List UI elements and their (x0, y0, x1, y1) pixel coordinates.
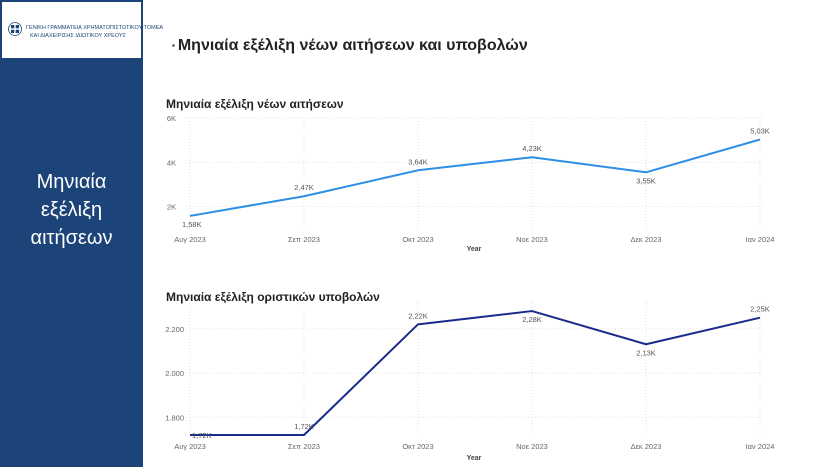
sidebar-title: Μηνιαία εξέλιξη αιτήσεων (0, 168, 143, 252)
data-label: 2,22K (408, 311, 428, 320)
greek-emblem-icon (8, 22, 22, 36)
ministry-logo: ΓΕΝΙΚΗ ΓΡΑΜΜΑΤΕΙΑ ΧΡΗΜΑΤΟΠΙΣΤΩΤΙΚΟΥ ΤΟΜΕ… (2, 2, 163, 58)
sidebar-title-line: αιτήσεων (30, 227, 113, 249)
data-label: 4,23K (522, 144, 542, 153)
data-label: 1,72K (192, 431, 212, 440)
data-label: 2,47K (294, 183, 314, 192)
sidebar-title-line: Μηνιαία (36, 171, 107, 193)
y-tick-label: 1.800 (165, 413, 184, 422)
y-tick-label: 4K (167, 158, 176, 167)
sidebar: ΓΕΝΙΚΗ ΓΡΑΜΜΑΤΕΙΑ ΧΡΗΜΑΤΟΠΙΣΤΩΤΙΚΟΥ ΤΟΜΕ… (0, 0, 163, 467)
data-label: 2,13K (636, 348, 656, 357)
x-tick-label: Αυγ 2023 (174, 235, 206, 244)
bullet-icon: ▪ (172, 41, 175, 51)
x-tick-label: Σεπ 2023 (288, 442, 320, 451)
series-line (189, 138, 761, 217)
x-tick-label: Αυγ 2023 (174, 442, 206, 451)
data-label: 1,72K (294, 422, 314, 431)
y-tick-label: 2.200 (165, 325, 184, 334)
data-label: 5,03K (750, 126, 770, 135)
chart2: 1.800 2.000 2.200 Αυγ 2023 Σεπ 2023 Οκτ 2023 Ν… (165, 300, 774, 462)
x-tick-label: Νοε 2023 (516, 442, 548, 451)
x-axis-label: Year (467, 246, 482, 253)
x-tick-label: Οκτ 2023 (402, 442, 433, 451)
x-tick-label: Νοε 2023 (516, 235, 548, 244)
y-tick-label: 6K (167, 114, 176, 123)
logo-text-line1: ΓΕΝΙΚΗ ΓΡΑΜΜΑΤΕΙΑ ΧΡΗΜΑΤΟΠΙΣΤΩΤΙΚΟΥ ΤΟΜΕ… (26, 25, 164, 31)
x-axis-label: Year (467, 455, 482, 462)
data-label: 2,25K (750, 305, 770, 314)
page-title-text: Μηνιαία εξέλιξη νέων αιτήσεων και υποβολ… (177, 37, 528, 54)
y-tick-label: 2.000 (165, 369, 184, 378)
chart2-title: Μηνιαία εξέλιξη οριστικών υποβολών (166, 290, 380, 304)
x-tick-label: Δεκ 2023 (631, 235, 662, 244)
page-title: ▪ Μηνιαία εξέλιξη νέων αιτήσεων και υποβο… (172, 37, 528, 55)
sidebar-title-line: εξέλιξη (40, 199, 103, 221)
x-tick-label: Ιαν 2024 (746, 442, 775, 451)
logo-text-line2: ΚΑΙ ΔΙΑΧΕΙΡΙΣΗΣ ΙΔΙΩΤΙΚΟΥ ΧΡΕΟΥΣ (30, 33, 126, 39)
data-label: 2,28K (522, 315, 542, 324)
data-label: 3,55K (636, 176, 656, 185)
x-tick-label: Σεπ 2023 (288, 235, 320, 244)
x-tick-label: Δεκ 2023 (631, 442, 662, 451)
series-line (190, 310, 761, 436)
x-tick-label: Οκτ 2023 (402, 235, 433, 244)
x-tick-label: Ιαν 2024 (746, 235, 775, 244)
chart1-title: Μηνιαία εξέλιξη νέων αιτήσεων (166, 97, 344, 111)
y-tick-label: 2K (167, 203, 176, 212)
chart1: 2K 4K 6K Αυγ 2023 Σεπ 2023 Οκτ 2023 Νοε 2023 Δε… (167, 114, 775, 253)
data-label: 1,58K (182, 220, 202, 229)
data-label: 3,64K (408, 157, 428, 166)
